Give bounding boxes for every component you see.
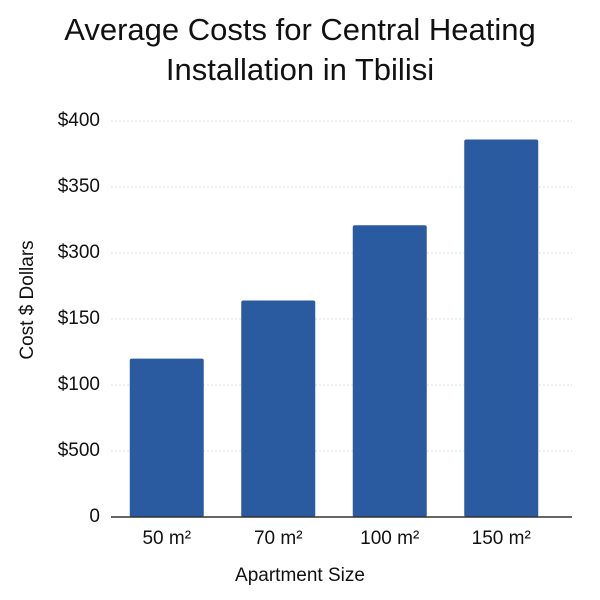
y-tick-label: $500 [58,440,100,461]
y-tick-label: $400 [58,110,100,131]
y-tick-label: $100 [58,374,100,395]
bar [464,139,539,518]
x-tick-label: 50 m² [142,528,191,549]
bar [352,225,427,517]
bar [241,300,316,517]
y-tick-label: 0 [89,506,100,527]
y-tick-label: $350 [58,176,100,197]
x-axis-label: Apartment Size [235,565,365,586]
chart-title: Average Costs for Central Heating Instal… [64,12,536,87]
x-tick-label: 100 m² [360,528,419,549]
y-axis-label: Cost $ Dollars [17,240,38,359]
y-tick-label: $150 [58,308,100,329]
x-tick-label: 150 m² [472,528,531,549]
bar [129,358,204,517]
x-tick-label: 70 m² [254,528,303,549]
y-tick-label: $300 [58,242,100,263]
